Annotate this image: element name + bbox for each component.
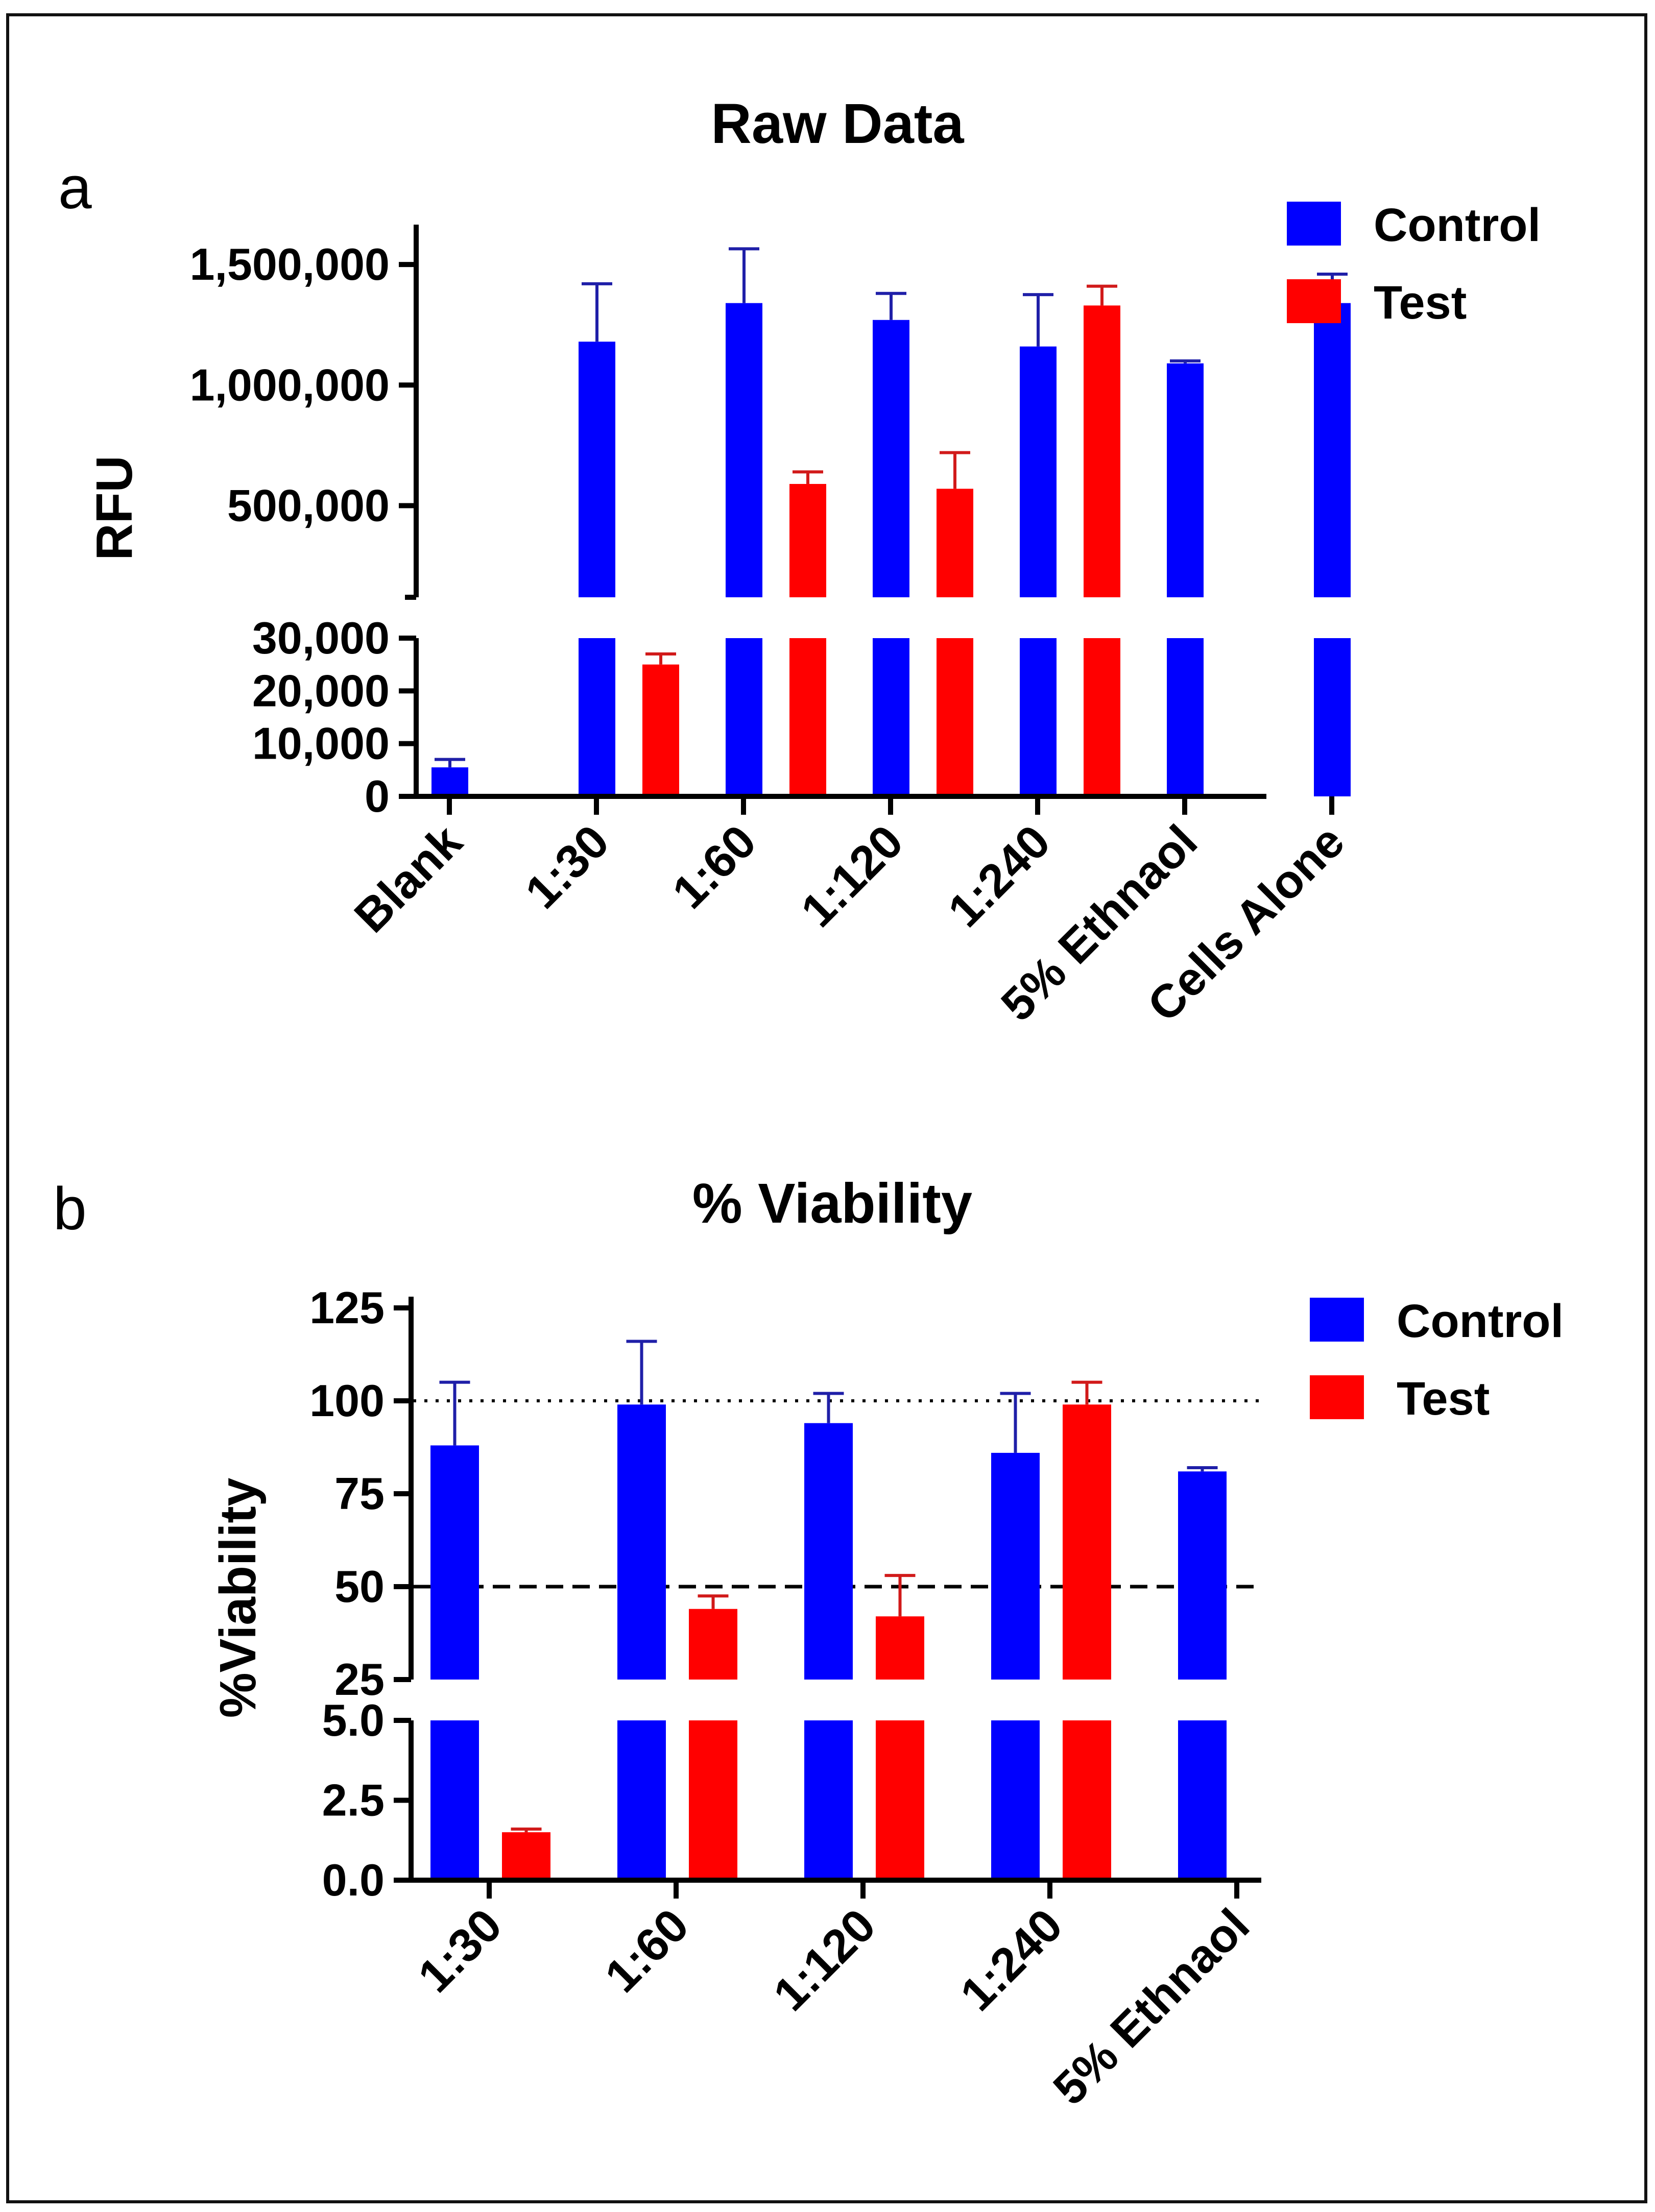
legend-label-control: Control [1397,1295,1564,1347]
legend-label-test: Test [1397,1373,1490,1425]
bar-control-1-30-upper [579,342,615,597]
bar-control-1-60-lower [726,638,762,796]
legend-label-control: Control [1374,199,1541,251]
error-bar-test-1-30 [511,1827,542,1833]
bar-control-5-ethnaol-upper [1167,363,1204,597]
y-tick-label: 25 [334,1654,385,1705]
error-bar-control-1-240 [1000,1392,1031,1453]
y-tick-label: 50 [334,1561,385,1612]
bar-control-1-120-upper [873,320,909,597]
bar-control-1-240-upper [1020,346,1057,597]
error-bar-control-1-60 [729,247,759,303]
bar-test-1-120-upper [876,1616,924,1680]
error-bar-test-1-120 [940,451,970,489]
bar-control-1-120-lower [804,1720,853,1880]
bar-test-1-120-upper [937,489,973,597]
y-tick-label: 20,000 [252,665,390,716]
bar-test-1-240-lower [1084,638,1120,796]
error-bar-control-5-ethnaol [1170,359,1201,363]
x-tick-label-1-120: 1:120 [764,1899,886,2021]
bar-control-cells-alone-upper [1314,303,1351,597]
bar-test-1-60-lower [789,638,826,796]
bar-control-1-240-upper [991,1452,1040,1680]
bar-control-cells-alone-lower [1314,638,1351,796]
y-tick-label: 0.0 [322,1855,385,1905]
error-bar-test-1-240 [1087,284,1117,306]
panel-a-label: a [58,154,92,222]
y-tick-label: 100 [309,1375,385,1426]
error-bar-test-1-30 [645,652,676,665]
error-bar-test-1-60 [698,1594,729,1609]
y-tick-label: 75 [334,1468,385,1519]
bar-test-1-240-upper [1084,305,1120,597]
error-bar-control-1-60 [626,1340,657,1405]
y-tick-label: 1,000,000 [190,359,390,410]
legend-label-test: Test [1374,277,1467,329]
error-bar-control-1-30 [582,282,612,342]
bar-test-1-60-upper [689,1609,737,1680]
bar-control-1-60-lower [617,1720,666,1880]
bar-test-1-30 [642,664,679,796]
bar-control-5-ethnaol-lower [1178,1720,1227,1880]
legend-swatch-test [1287,279,1341,323]
x-tick-label-1-30: 1:30 [409,1899,512,2002]
bar-test-1-240-upper [1063,1404,1111,1680]
bar-control-1-60-upper [617,1404,666,1680]
error-bar-test-1-60 [793,470,823,484]
bar-test-1-240-lower [1063,1720,1111,1880]
bar-test-1-120-lower [876,1720,924,1880]
error-bar-control-1-240 [1023,293,1053,347]
bar-control-5-ethnaol-lower [1167,638,1204,796]
error-bar-control-1-120 [876,291,906,320]
legend-swatch-control [1287,202,1341,246]
y-tick-label: 1,500,000 [190,239,390,289]
x-tick-label-1-60: 1:60 [595,1899,699,2002]
x-tick-label-1-240: 1:240 [951,1899,1073,2021]
y-tick-label: 5.0 [322,1695,385,1745]
bar-control-1-30-lower [579,638,615,796]
bar-test-1-120-lower [937,638,973,796]
bar-control-1-120-upper [804,1423,853,1680]
y-axis-label: %Viability [209,1477,267,1718]
legend-swatch-test [1310,1375,1364,1419]
error-bar-test-1-240 [1071,1380,1102,1405]
y-tick-label: 125 [309,1282,385,1333]
bar-test-1-60-lower [689,1720,737,1880]
x-tick-label-5-ethnaol: 5% Ethnaol [1043,1899,1259,2115]
y-tick-label: 500,000 [227,480,390,530]
y-tick-label: 0 [365,771,390,821]
bar-control-1-240-lower [1020,638,1057,796]
bar-control-1-30-upper [430,1445,479,1680]
bar-control-1-30-lower [430,1720,479,1880]
error-bar-test-1-120 [884,1574,916,1617]
bar-control-1-60-upper [726,303,762,597]
figure-frame [6,13,1647,2203]
y-tick-label: 30,000 [252,613,390,663]
y-axis-label: RFU [86,455,143,561]
error-bar-control-1-120 [813,1392,844,1423]
y-tick-label: 2.5 [322,1775,385,1826]
error-bar-control-blank [435,758,465,768]
bar-control-1-240-lower [991,1720,1040,1880]
panel-b-label: b [53,1175,87,1243]
bar-control-1-120-lower [873,638,909,796]
bar-control-blank [431,767,468,796]
error-bar-control-1-30 [439,1380,470,1446]
y-tick-label: 10,000 [252,718,390,769]
chart-title: % Viability [692,1172,972,1235]
bar-test-1-30 [502,1832,550,1880]
bar-control-5-ethnaol-upper [1178,1471,1227,1680]
error-bar-control-5-ethnaol [1187,1466,1218,1472]
bar-test-1-60-upper [789,483,826,597]
legend-swatch-control [1310,1298,1364,1342]
chart-title: Raw Data [711,92,964,155]
